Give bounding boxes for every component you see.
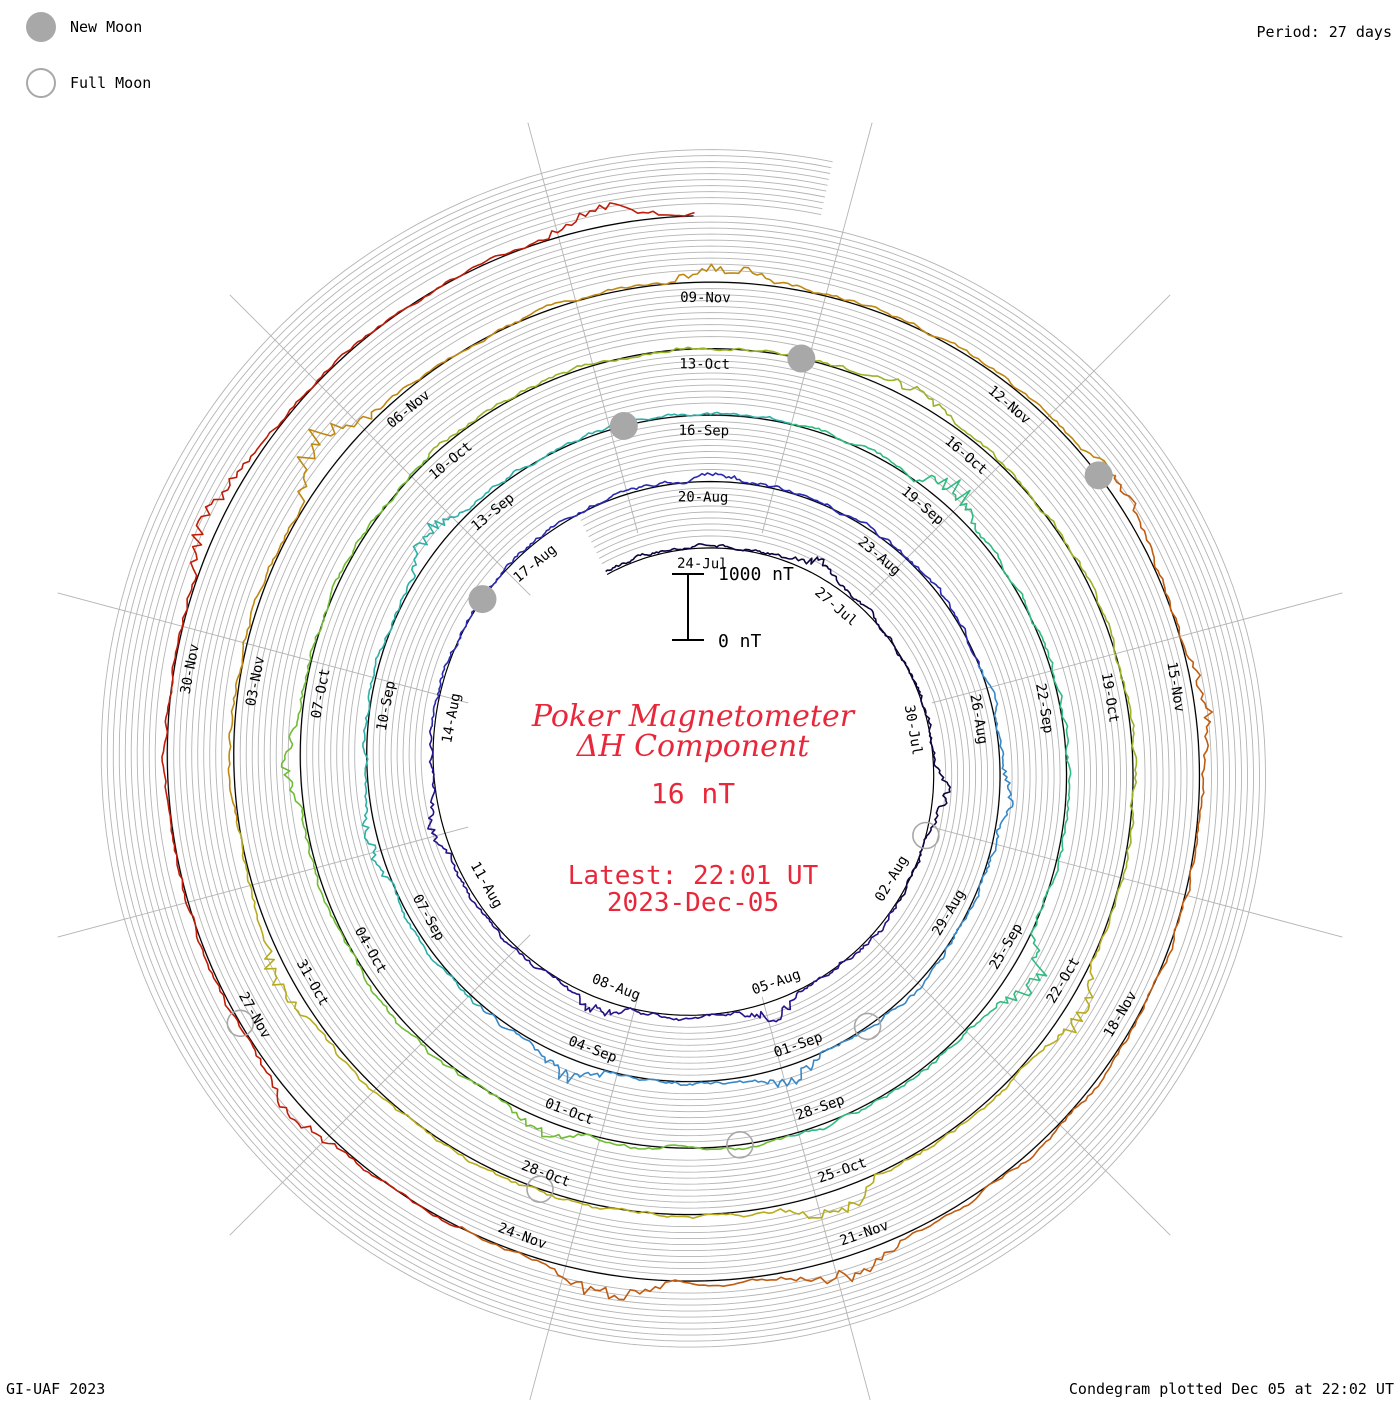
series-line-4 xyxy=(479,664,1014,1088)
date-tick-label: 02-Aug xyxy=(872,853,912,905)
grid-spiral xyxy=(142,191,1224,1306)
new-moon-marker xyxy=(787,344,816,373)
latest-time: Latest: 22:01 UT xyxy=(568,861,819,891)
date-tick-label: 25-Oct xyxy=(816,1155,869,1187)
series-line-9 xyxy=(235,821,1111,1219)
date-tick-label: 13-Sep xyxy=(468,490,517,534)
series-line-7 xyxy=(280,455,789,1151)
grid-spiral xyxy=(136,185,1230,1312)
grid-spoke xyxy=(761,122,873,534)
grid-spoke xyxy=(527,122,639,534)
grid-spiral xyxy=(130,179,1236,1318)
grid-spiral xyxy=(118,167,1248,1330)
new-moon-icon xyxy=(26,12,56,42)
date-tick-label: 09-Nov xyxy=(680,290,731,307)
date-tick-label: 08-Aug xyxy=(590,971,643,1004)
series-line-10 xyxy=(227,263,1116,822)
grid-spoke xyxy=(229,934,531,1236)
series-line-6 xyxy=(787,422,1072,1137)
full-moon-marker xyxy=(853,1012,882,1041)
date-tick-label: 23-Aug xyxy=(855,534,904,579)
full-moon-icon xyxy=(26,68,56,98)
chart-title: Poker Magnetometer xyxy=(531,699,856,734)
date-tick-label: 30-Jul xyxy=(901,704,925,756)
date-tick-label: 16-Oct xyxy=(941,433,990,478)
series-layer xyxy=(161,202,1213,1301)
grid-spoke xyxy=(229,294,531,596)
date-tick-label: 01-Sep xyxy=(772,1029,825,1061)
series-line-11 xyxy=(461,475,1213,1301)
full-moon-marker xyxy=(726,1131,754,1159)
latest-date: 2023-Dec-05 xyxy=(607,888,779,918)
date-tick-label: 20-Aug xyxy=(678,489,729,506)
moon-layer xyxy=(226,344,1113,1203)
grid-spoke xyxy=(57,592,469,704)
date-tick-label: 17-Aug xyxy=(511,542,560,586)
full-moon-marker xyxy=(912,821,940,850)
chart-title-block: Poker Magnetometer ΔH Component 16 nT La… xyxy=(531,699,856,918)
grid-spoke xyxy=(761,996,872,1404)
date-tick-label: 16-Sep xyxy=(679,423,730,440)
legend-full-moon-label: Full Moon xyxy=(70,74,152,92)
series-line-3 xyxy=(430,472,980,728)
date-tick-label: 05-Aug xyxy=(750,967,803,999)
series-line-8 xyxy=(428,346,1138,922)
scale-bar-top-label: 1000 nT xyxy=(718,564,794,585)
period-label: Period: 27 days xyxy=(1256,23,1392,41)
grid-spoke xyxy=(869,934,1171,1236)
series-line-12 xyxy=(161,202,695,1229)
date-tick-label: 06-Nov xyxy=(384,387,433,431)
full-moon-marker xyxy=(226,1009,255,1038)
chart-subtitle: ΔH Component xyxy=(576,729,810,764)
scale-bar: 1000 nT 0 nT xyxy=(672,564,794,652)
date-tick-label: 04-Sep xyxy=(566,1033,619,1066)
date-tick-label: 10-Oct xyxy=(426,439,475,483)
footer-credit: GI-UAF 2023 xyxy=(6,1380,106,1398)
footer-plot-time: Condegram plotted Dec 05 at 22:02 UT xyxy=(1068,1380,1394,1398)
grid-spoke xyxy=(869,294,1171,596)
date-tick-label: 27-Jul xyxy=(811,584,860,629)
current-value: 16 nT xyxy=(651,777,735,810)
grid-spiral xyxy=(112,161,1254,1336)
series-line-2 xyxy=(427,726,897,1023)
new-moon-marker xyxy=(609,411,638,440)
date-tick-label: 13-Oct xyxy=(679,356,730,373)
date-tick-label: 24-Nov xyxy=(496,1220,549,1253)
legend-new-moon-label: New Moon xyxy=(70,18,143,36)
grid-spoke xyxy=(931,592,1343,704)
full-moon-marker xyxy=(526,1175,554,1203)
grid-spiral xyxy=(106,155,1260,1342)
date-tick-label: 12-Nov xyxy=(985,383,1034,428)
grid-spoke xyxy=(931,826,1343,938)
series-line-1 xyxy=(605,543,951,908)
grid-spiral xyxy=(148,197,1218,1300)
date-tick-label: 24-Jul xyxy=(677,556,728,573)
grid-spiral xyxy=(124,173,1242,1324)
grid-spoke xyxy=(57,826,469,938)
date-tick-label: 11-Aug xyxy=(467,859,506,911)
date-tick-label: 01-Oct xyxy=(543,1096,596,1129)
date-tick-label: 21-Nov xyxy=(838,1218,891,1250)
date-tick-label: 19-Sep xyxy=(898,484,947,529)
scale-bar-bottom-label: 0 nT xyxy=(718,631,762,652)
new-moon-marker xyxy=(1084,461,1113,490)
date-tick-label: 14-Aug xyxy=(439,692,464,745)
new-moon-marker xyxy=(468,585,497,614)
